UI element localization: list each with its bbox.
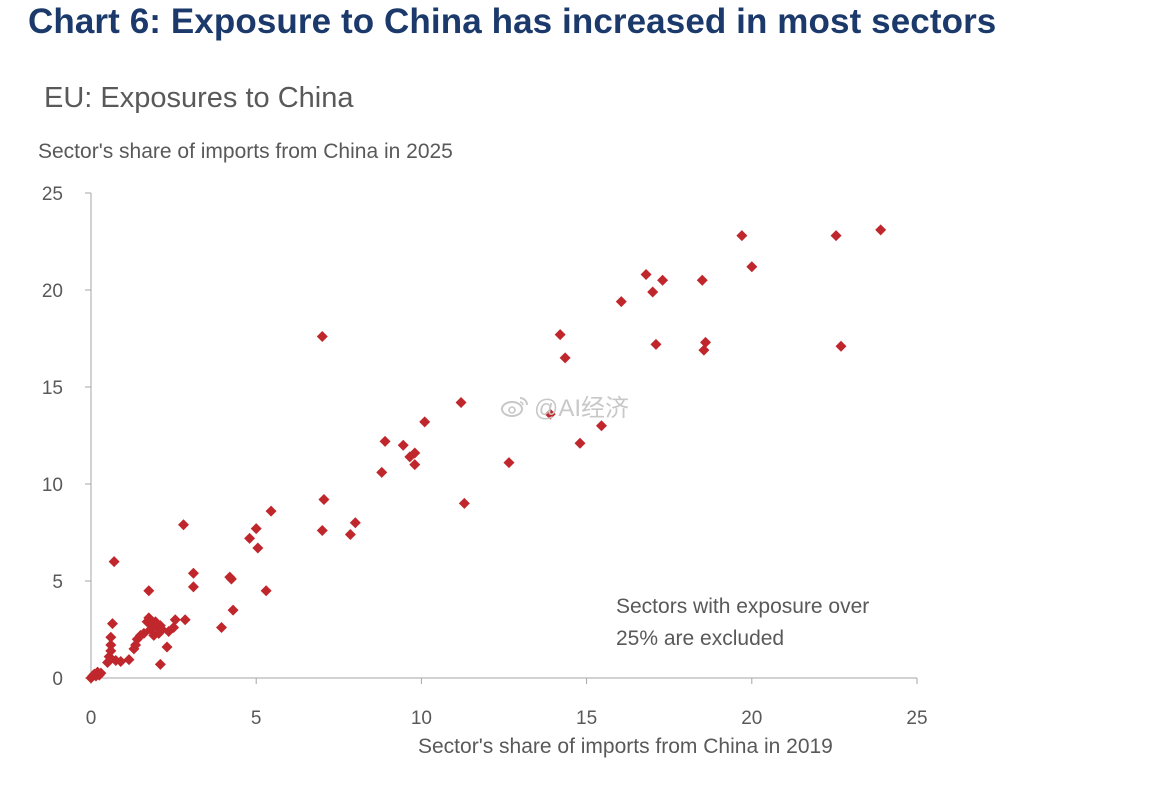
data-point: [736, 230, 748, 242]
data-point: [746, 261, 758, 273]
data-point: [260, 585, 272, 597]
data-point: [216, 622, 228, 634]
data-point: [250, 523, 262, 535]
data-point: [875, 224, 887, 236]
data-point: [105, 639, 117, 651]
data-point: [409, 459, 421, 471]
data-point: [376, 466, 388, 478]
data-point: [316, 525, 328, 537]
data-point: [503, 457, 515, 469]
data-point: [168, 622, 180, 634]
data-points: [85, 224, 887, 684]
x-axis-label: Sector's share of imports from China in …: [418, 735, 833, 758]
data-point: [154, 658, 166, 670]
excluded-sectors-note: Sectors with exposure over 25% are exclu…: [616, 591, 869, 655]
y-tick-label: 15: [42, 378, 63, 399]
data-point: [559, 352, 571, 364]
data-point: [178, 519, 190, 531]
data-point: [696, 274, 708, 286]
data-point: [95, 667, 107, 679]
watermark: @AI经济: [500, 388, 629, 423]
annotation-line-2: 25% are excluded: [616, 627, 785, 650]
data-point: [106, 618, 118, 630]
x-tick-label: 20: [741, 708, 762, 729]
data-point: [419, 416, 431, 428]
data-point: [187, 581, 199, 593]
y-axis-label: Sector's share of imports from China in …: [38, 140, 453, 163]
data-point: [318, 494, 330, 506]
weibo-icon: [501, 396, 528, 417]
data-point: [115, 656, 127, 668]
watermark-text: @AI经济: [534, 395, 630, 422]
y-tick-label: 25: [42, 184, 63, 205]
data-point: [179, 614, 191, 626]
data-point: [698, 344, 710, 356]
annotation-line-1: Sectors with exposure over: [616, 595, 870, 618]
y-tick-label: 0: [52, 669, 63, 690]
data-point: [379, 435, 391, 447]
y-tick-label: 5: [52, 572, 63, 593]
data-point: [227, 604, 239, 616]
data-point: [595, 420, 607, 432]
data-point: [105, 631, 117, 643]
y-tick-label: 20: [42, 281, 63, 302]
data-point: [409, 447, 421, 459]
data-point: [161, 641, 173, 653]
data-point: [187, 567, 199, 579]
data-point: [143, 585, 155, 597]
data-point: [830, 230, 842, 242]
data-point: [700, 336, 712, 348]
data-point: [544, 408, 556, 420]
x-tick-label: 5: [251, 708, 262, 729]
data-point: [108, 556, 120, 568]
data-point: [554, 329, 566, 341]
data-point: [244, 532, 256, 544]
data-point: [458, 497, 470, 509]
data-point: [225, 573, 237, 585]
data-point: [650, 338, 662, 350]
data-point: [349, 517, 361, 529]
data-point: [615, 296, 627, 308]
x-tick-label: 0: [86, 708, 97, 729]
data-point: [105, 645, 117, 657]
x-tick-label: 25: [906, 708, 927, 729]
x-tick-label: 10: [411, 708, 432, 729]
headline: Chart 6: Exposure to China has increased…: [28, 2, 997, 41]
chart-title: EU: Exposures to China: [44, 82, 354, 114]
data-point: [657, 274, 669, 286]
data-point: [397, 439, 409, 451]
data-point: [265, 505, 277, 517]
data-point: [574, 437, 586, 449]
data-point: [640, 268, 652, 280]
data-point: [455, 397, 467, 409]
x-tick-label: 15: [576, 708, 597, 729]
data-point: [252, 542, 264, 554]
data-point: [123, 654, 135, 666]
y-tick-label: 10: [42, 475, 63, 496]
tick-labels: 0 5 10 15 20 25 0 5 10 15 20 25: [42, 184, 928, 729]
data-point: [344, 528, 356, 540]
axes: [85, 192, 918, 684]
data-point: [835, 340, 847, 352]
data-point: [169, 614, 181, 626]
data-point: [647, 286, 659, 298]
data-point: [316, 331, 328, 343]
